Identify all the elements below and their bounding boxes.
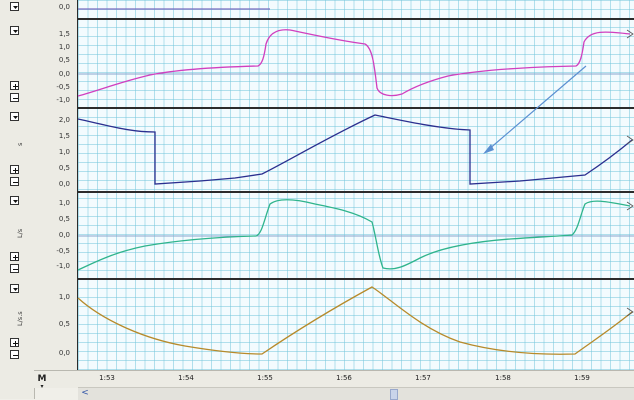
time-label: 1:59	[574, 374, 590, 382]
pane3-zoom-in-button[interactable]	[10, 252, 19, 261]
pane1-tick: -1,0	[56, 96, 70, 104]
pane0-dropdown-button[interactable]	[10, 2, 19, 11]
pane2-zoom-out-button[interactable]	[10, 177, 19, 186]
pane2-tick: 1,5	[58, 132, 70, 140]
time-label: 1:57	[415, 374, 431, 382]
time-label: 1:54	[178, 374, 194, 382]
pane1-dropdown-button[interactable]	[10, 26, 19, 35]
pane3-tick: -1,0	[56, 262, 70, 270]
pane1-tick: 1,0	[58, 43, 70, 51]
pane4-tick: 1,0	[58, 293, 70, 301]
pane3-tick: 1,0	[58, 199, 70, 207]
pane4-zoom-out-button[interactable]	[10, 350, 19, 359]
time-axis: 1:53 1:54 1:55 1:56 1:57 1:58 1:59	[34, 370, 634, 388]
pane1-right-marker-icon	[626, 29, 634, 39]
pane2-zoom-in-button[interactable]	[10, 165, 19, 174]
pane4-zoom-in-button[interactable]	[10, 338, 19, 347]
mode-button[interactable]: M ▾	[36, 374, 48, 390]
pane-separator	[78, 278, 634, 280]
pane3-tick: 0,5	[58, 215, 70, 223]
pane4-tick: 0,5	[58, 320, 70, 328]
plot-area[interactable]	[78, 0, 634, 370]
pane2-trace	[77, 114, 633, 185]
pane-separator	[78, 18, 634, 20]
y-axis-strip	[34, 0, 78, 370]
pane2-tick: 1,0	[58, 148, 70, 156]
pane1-tick: 1,5	[58, 30, 70, 38]
pane1-zoom-out-button[interactable]	[10, 93, 19, 102]
time-label: 1:56	[336, 374, 352, 382]
time-label: 1:58	[495, 374, 511, 382]
pane1-tick: 0,0	[58, 70, 70, 78]
scroll-thumb[interactable]	[390, 389, 398, 400]
pane2-right-marker-icon	[626, 135, 634, 145]
time-label: 1:55	[257, 374, 273, 382]
arrow-left-icon[interactable]: <	[81, 388, 89, 398]
pane4-tick: 0,0	[58, 349, 70, 357]
pane1-zoom-in-button[interactable]	[10, 81, 19, 90]
annotation-arrow	[483, 65, 587, 154]
pane3-zoom-out-button[interactable]	[10, 264, 19, 273]
pane2-dropdown-button[interactable]	[10, 112, 19, 121]
chevron-down-icon: ▾	[40, 383, 44, 390]
pane2-tick: 0,5	[58, 164, 70, 172]
pane0-tick: 0,0	[58, 3, 70, 11]
mode-button-label: M	[37, 374, 47, 384]
pane4-dropdown-button[interactable]	[10, 284, 19, 293]
pane-separator	[78, 107, 634, 109]
pane1-trace	[77, 29, 631, 97]
pane2-tick: 0,0	[58, 180, 70, 188]
time-label: 1:53	[99, 374, 115, 382]
pane1-tick: -0,5	[56, 83, 70, 91]
pane-separator	[78, 191, 634, 193]
pane2-tick: 2,0	[58, 116, 70, 124]
pane4-right-marker-icon	[626, 307, 634, 317]
pane4-trace	[77, 286, 633, 355]
horizontal-scrollbar[interactable]: <	[78, 387, 634, 400]
pane3-trace	[77, 199, 631, 271]
pane3-right-marker-icon	[626, 201, 634, 211]
pane3-tick: -0,5	[56, 247, 70, 255]
pane3-dropdown-button[interactable]	[10, 196, 19, 205]
pane1-tick: 0,5	[58, 56, 70, 64]
pane3-tick: 0,0	[58, 231, 70, 239]
